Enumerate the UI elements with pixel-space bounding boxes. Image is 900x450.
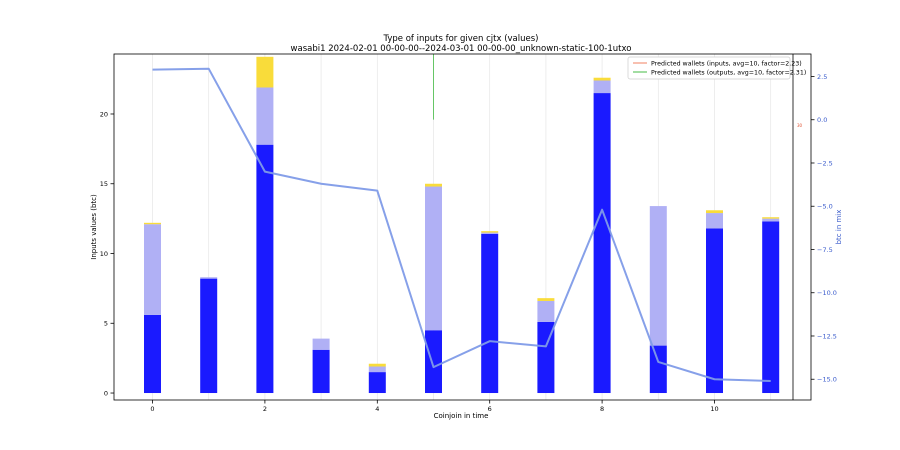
side-marker-label: 30 bbox=[797, 123, 803, 128]
bar-11-series-2 bbox=[762, 217, 780, 219]
bar-4-series-2 bbox=[368, 363, 386, 367]
y-tick-label-3: 15 bbox=[100, 180, 108, 188]
bar-6-series-1 bbox=[481, 232, 499, 234]
bar-7-series-0 bbox=[537, 321, 555, 394]
bar-1-series-1 bbox=[200, 277, 218, 279]
bar-8-series-1 bbox=[593, 80, 611, 94]
x-tick-label-3: 6 bbox=[488, 405, 492, 413]
bar-1-series-0 bbox=[200, 278, 218, 394]
bar-0-series-1 bbox=[144, 224, 161, 315]
x-tick-label-5: 10 bbox=[710, 405, 718, 413]
x-axis: 0 2 4 6 8 10 bbox=[150, 400, 719, 413]
bar-3-series-1 bbox=[312, 338, 330, 350]
bar-6-series-0 bbox=[481, 233, 499, 394]
chart-title: Type of inputs for given cjtx (values) bbox=[383, 34, 539, 44]
y2-tick-label-2: −2.5 bbox=[817, 159, 833, 167]
bar-11-series-1 bbox=[762, 218, 780, 222]
bar-9-series-1 bbox=[649, 206, 667, 346]
x-tick-label-1: 2 bbox=[263, 405, 267, 413]
bar-4-series-0 bbox=[368, 372, 386, 394]
bar-5-series-2 bbox=[425, 183, 442, 187]
y2-tick-label-0: 2.5 bbox=[817, 73, 827, 81]
bar-10-series-0 bbox=[706, 228, 723, 394]
bar-7-series-2 bbox=[537, 298, 555, 301]
bar-7-series-1 bbox=[537, 300, 555, 322]
bar-5-series-0 bbox=[425, 330, 442, 394]
bar-10-series-2 bbox=[706, 210, 723, 214]
btc-in-mix-line bbox=[152, 67, 771, 382]
x-tick-label-0: 0 bbox=[150, 405, 154, 413]
y2-tick-label-7: −15.0 bbox=[817, 376, 837, 384]
bar-8-series-0 bbox=[593, 93, 611, 394]
bar-2-series-1 bbox=[256, 87, 274, 145]
x-axis-label: Coinjoin in time bbox=[434, 412, 489, 420]
bar-3-series-0 bbox=[312, 349, 330, 394]
bar-2-series-0 bbox=[256, 144, 274, 394]
y-tick-label-0: 0 bbox=[104, 389, 108, 397]
x-tick-label-2: 4 bbox=[375, 405, 379, 413]
bar-4-series-1 bbox=[368, 366, 386, 373]
y2-axis-label: btc in mix bbox=[835, 210, 843, 245]
y2-tick-label-3: −5.0 bbox=[817, 203, 833, 211]
legend-label-outputs: Predicted wallets (outputs, avg=10, fact… bbox=[651, 70, 806, 77]
legend-box bbox=[627, 56, 791, 80]
y-tick-label-2: 10 bbox=[100, 250, 108, 258]
y-tick-label-1: 5 bbox=[104, 320, 108, 328]
legend: Predicted wallets (inputs, avg=10, facto… bbox=[627, 56, 806, 80]
bar-9-series-0 bbox=[649, 345, 667, 394]
chart-subtitle: wasabi1 2024-02-01 00-00-00--2024-03-01 … bbox=[291, 44, 632, 54]
y-tick-label-4: 20 bbox=[100, 110, 108, 118]
y-axis: 0 5 10 15 20 bbox=[100, 110, 114, 397]
mix-line-path bbox=[152, 67, 771, 382]
plot-frame bbox=[113, 53, 812, 401]
y2-axis: 2.5 0.0 −2.5 −5.0 −7.5 −10.0 −12.5 −15.0 bbox=[811, 73, 837, 384]
bar-8-series-2 bbox=[593, 77, 611, 81]
x-tick-label-4: 8 bbox=[600, 405, 604, 413]
y2-tick-label-1: 0.0 bbox=[817, 116, 827, 124]
y2-tick-label-5: −10.0 bbox=[817, 289, 837, 297]
bar-6-series-2 bbox=[481, 231, 499, 233]
y2-tick-label-4: −7.5 bbox=[817, 246, 833, 254]
bar-stacks bbox=[144, 56, 780, 394]
bar-5-series-1 bbox=[425, 186, 442, 331]
gridlines bbox=[152, 54, 772, 400]
y-axis-label: Inputs values (btc) bbox=[90, 194, 98, 260]
bar-0-series-0 bbox=[144, 314, 161, 394]
bar-10-series-1 bbox=[706, 213, 723, 229]
bar-0-series-2 bbox=[144, 222, 161, 225]
y2-tick-label-6: −12.5 bbox=[817, 332, 837, 340]
legend-label-inputs: Predicted wallets (inputs, avg=10, facto… bbox=[651, 61, 802, 68]
bar-11-series-0 bbox=[762, 221, 780, 394]
bar-2-series-2 bbox=[256, 56, 274, 88]
